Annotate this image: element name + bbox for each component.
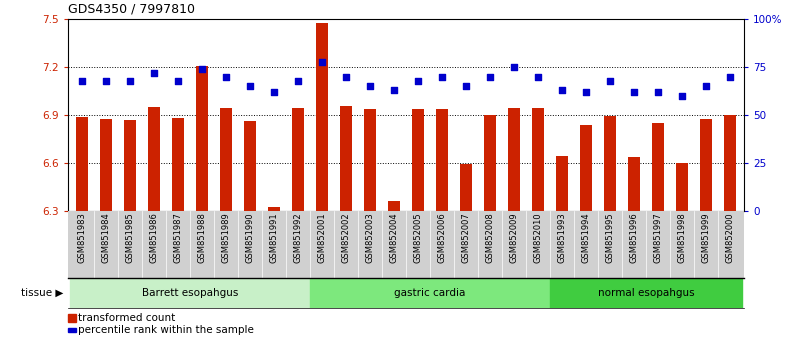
Point	[148, 70, 161, 76]
Point	[291, 78, 304, 84]
Text: percentile rank within the sample: percentile rank within the sample	[78, 325, 254, 335]
Text: GSM851995: GSM851995	[606, 212, 615, 263]
Bar	[508, 108, 520, 354]
Text: transformed count: transformed count	[78, 313, 175, 323]
Bar	[652, 123, 664, 354]
Point	[364, 84, 377, 89]
Bar	[172, 118, 184, 354]
Bar	[244, 121, 256, 354]
Point	[123, 78, 136, 84]
Bar	[268, 207, 280, 354]
Text: GSM851998: GSM851998	[677, 212, 686, 263]
Bar	[310, 278, 550, 308]
Text: Barrett esopahgus: Barrett esopahgus	[142, 288, 238, 298]
Point	[724, 74, 736, 80]
Bar	[604, 116, 616, 354]
Text: GDS4350 / 7997810: GDS4350 / 7997810	[68, 3, 195, 16]
Bar	[556, 156, 568, 354]
Text: GSM851990: GSM851990	[245, 212, 255, 263]
Text: GSM851989: GSM851989	[221, 212, 231, 263]
Point	[340, 74, 353, 80]
Text: GSM851994: GSM851994	[581, 212, 591, 263]
Text: GSM852007: GSM852007	[462, 212, 470, 263]
Point	[700, 84, 712, 89]
Point	[483, 74, 496, 80]
Text: GSM852003: GSM852003	[365, 212, 374, 263]
Bar	[196, 67, 208, 354]
Point	[508, 64, 521, 70]
Bar	[460, 164, 472, 354]
Text: GSM851986: GSM851986	[150, 212, 158, 263]
Bar	[436, 109, 448, 354]
Point	[435, 74, 448, 80]
Point	[388, 87, 400, 93]
Text: GSM851992: GSM851992	[294, 212, 302, 263]
Bar	[628, 157, 640, 354]
Text: GSM851984: GSM851984	[102, 212, 111, 263]
Bar	[724, 115, 736, 354]
Point	[579, 89, 592, 95]
Bar	[100, 119, 112, 354]
Text: GSM851999: GSM851999	[701, 212, 710, 263]
Bar	[580, 125, 592, 354]
Bar	[316, 23, 328, 354]
Bar	[412, 109, 424, 354]
Text: GSM851988: GSM851988	[197, 212, 206, 263]
Bar	[364, 109, 376, 354]
Point	[676, 93, 689, 99]
Text: GSM851985: GSM851985	[126, 212, 135, 263]
Point	[651, 89, 664, 95]
Bar	[292, 108, 304, 354]
Text: GSM851993: GSM851993	[557, 212, 567, 263]
Text: GSM852009: GSM852009	[509, 212, 518, 263]
Text: GSM852008: GSM852008	[486, 212, 494, 263]
Text: tissue ▶: tissue ▶	[21, 288, 64, 298]
Text: GSM851983: GSM851983	[77, 212, 87, 263]
Point	[76, 78, 88, 84]
Bar	[124, 120, 136, 354]
Bar	[550, 278, 742, 308]
Bar	[148, 107, 160, 354]
Bar	[70, 278, 310, 308]
Text: GSM851991: GSM851991	[270, 212, 279, 263]
Point	[316, 59, 329, 64]
Point	[532, 74, 544, 80]
Bar	[676, 163, 688, 354]
Text: GSM852005: GSM852005	[413, 212, 423, 263]
Bar	[700, 119, 712, 354]
Text: GSM852002: GSM852002	[341, 212, 350, 263]
Point	[603, 78, 616, 84]
Bar	[388, 201, 400, 354]
Text: GSM852000: GSM852000	[725, 212, 735, 263]
Text: GSM851996: GSM851996	[630, 212, 638, 263]
Bar	[340, 106, 352, 354]
Text: GSM852006: GSM852006	[438, 212, 447, 263]
Text: GSM852004: GSM852004	[389, 212, 399, 263]
Point	[244, 84, 256, 89]
Text: normal esopahgus: normal esopahgus	[598, 288, 694, 298]
Point	[100, 78, 112, 84]
Bar	[76, 118, 88, 354]
Text: GSM852010: GSM852010	[533, 212, 542, 263]
Point	[412, 78, 424, 84]
Point	[459, 84, 472, 89]
Point	[172, 78, 185, 84]
Point	[220, 74, 232, 80]
Bar	[484, 115, 496, 354]
Point	[627, 89, 640, 95]
Point	[196, 66, 209, 72]
Point	[267, 89, 280, 95]
Text: GSM851997: GSM851997	[654, 212, 662, 263]
Bar	[220, 108, 232, 354]
Point	[556, 87, 568, 93]
Bar	[532, 108, 544, 354]
Text: gastric cardia: gastric cardia	[394, 288, 466, 298]
Text: GSM851987: GSM851987	[174, 212, 182, 263]
Text: GSM852001: GSM852001	[318, 212, 326, 263]
